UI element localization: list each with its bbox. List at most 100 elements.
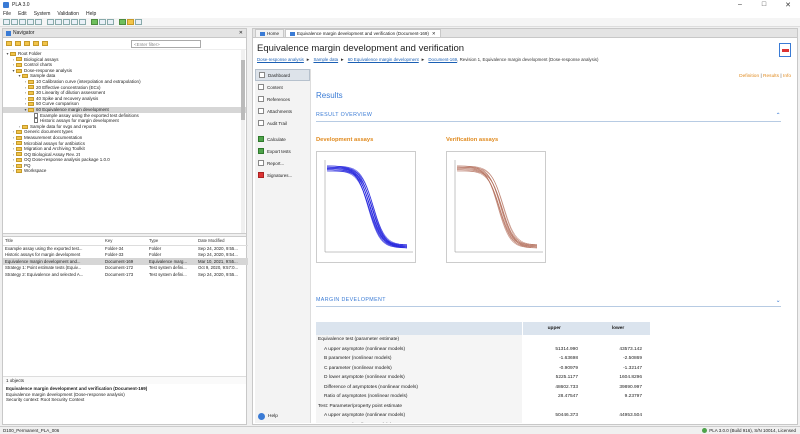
chevron-down-icon[interactable]: ▾ — [18, 73, 21, 79]
table-row[interactable]: Strategy 2: Equivalence and selected A..… — [3, 271, 248, 278]
minimize-button[interactable]: – — [738, 1, 742, 8]
chevron-down-icon[interactable]: ▾ — [12, 67, 15, 73]
sidebar-item-report[interactable]: Report... — [255, 157, 310, 169]
breadcrumb-link[interactable]: 60 Equivalence margin development — [347, 57, 419, 62]
column-header-type[interactable]: Type — [147, 237, 196, 246]
chevron-right-icon[interactable]: › — [12, 146, 15, 152]
tree-item[interactable]: Example assay using the exported test de… — [3, 113, 246, 119]
folder-new-icon[interactable] — [33, 41, 39, 46]
tree-item[interactable]: › Workspace — [3, 168, 246, 174]
chevron-up-icon[interactable]: ⌃ — [775, 113, 781, 119]
breadcrumb-link[interactable]: Sample data — [313, 57, 339, 62]
menu-file[interactable]: File — [3, 11, 12, 17]
tree-item[interactable]: Historic assays for margin development — [3, 118, 246, 124]
breadcrumb-link[interactable]: Document-169 — [428, 57, 458, 62]
report-icon[interactable] — [99, 19, 106, 25]
chevron-right-icon[interactable]: › — [24, 90, 27, 96]
column-header-date[interactable]: Date Modified — [196, 237, 248, 246]
chevron-right-icon[interactable]: › — [12, 157, 15, 163]
menu-validation[interactable]: Validation — [57, 11, 79, 17]
table-row[interactable]: Strategy 1: Point estimate tests (Equiv.… — [3, 265, 248, 272]
tree-item[interactable]: › 40 Spike and recovery analysis — [3, 96, 246, 102]
tree-item[interactable]: › 20 Effective concentration (ECx) — [3, 85, 246, 91]
delete-icon[interactable] — [63, 19, 70, 25]
menu-help[interactable]: Help — [85, 11, 97, 17]
tree-scrollbar[interactable] — [241, 50, 245, 233]
tab-home[interactable]: Home — [255, 29, 285, 37]
tree-item[interactable]: › Sample data for svgs and reports — [3, 124, 246, 130]
chevron-right-icon[interactable]: › — [12, 151, 15, 157]
maximize-button[interactable]: □ — [761, 1, 767, 8]
chevron-right-icon[interactable]: › — [12, 56, 15, 62]
copy-icon[interactable] — [27, 19, 34, 25]
help-button[interactable]: Help — [258, 413, 278, 420]
folder-up-icon[interactable] — [6, 41, 12, 46]
history-icon[interactable] — [79, 19, 86, 25]
tree-item[interactable]: ▾ Root Folder — [3, 51, 246, 57]
chevron-down-icon[interactable]: ▾ — [24, 106, 27, 112]
results-link[interactable]: Results — [763, 74, 780, 79]
refresh-icon[interactable] — [119, 19, 126, 25]
chevron-right-icon[interactable]: › — [12, 140, 15, 146]
table-row[interactable]: Historic assays for margin development Fo… — [3, 252, 248, 259]
column-header-key[interactable]: Key — [103, 237, 147, 246]
margin-development-section[interactable]: MARGIN DEVELOPMENT ⌄ — [316, 297, 781, 307]
folder-home-icon[interactable] — [42, 41, 48, 46]
cut-icon[interactable] — [55, 19, 62, 25]
menu-system[interactable]: System — [33, 11, 51, 17]
tree-item[interactable]: › PQ — [3, 163, 246, 169]
properties-icon[interactable] — [71, 19, 78, 25]
table-row[interactable]: Equivalence margin development and... Doc… — [3, 258, 248, 265]
chevron-right-icon[interactable]: › — [18, 123, 21, 129]
tree-item[interactable]: › Measurement documentation — [3, 135, 246, 141]
tree-item[interactable]: › Migration and Archiving Toolkit — [3, 146, 246, 152]
folder-back-icon[interactable] — [15, 41, 21, 46]
chevron-right-icon[interactable]: › — [12, 129, 15, 135]
open-icon[interactable] — [11, 19, 18, 25]
close-button[interactable]: ✕ — [785, 2, 791, 9]
sidebar-item-export-tests[interactable]: Export tests — [255, 145, 310, 157]
close-icon[interactable]: ✕ — [431, 30, 436, 36]
save-icon[interactable] — [19, 19, 26, 25]
print-icon[interactable] — [47, 19, 54, 25]
scrollbar-thumb[interactable] — [241, 60, 245, 120]
info-link[interactable]: Info — [782, 74, 791, 79]
navigator-tab[interactable]: Navigator ✕ — [3, 29, 246, 38]
close-icon[interactable]: ✕ — [238, 30, 243, 36]
tree-item[interactable]: ▾ Dose-response analysis — [3, 68, 246, 74]
panel-divider[interactable] — [3, 233, 246, 237]
tree-item[interactable]: › 30 Linearity of dilution assessment — [3, 90, 246, 96]
definition-link[interactable]: Definition — [739, 74, 760, 79]
tree-item[interactable]: › Control charts — [3, 62, 246, 68]
tree-item[interactable]: › OQ Dose-response analysis package 1.0.0 — [3, 157, 246, 163]
paste-icon[interactable] — [35, 19, 42, 25]
tree-item[interactable]: › Biological assays — [3, 57, 246, 63]
tree-item[interactable]: › Microbial assays for antibiotics — [3, 141, 246, 147]
new-icon[interactable] — [3, 19, 10, 25]
chevron-right-icon[interactable]: › — [12, 134, 15, 140]
sidebar-item-content[interactable]: Content — [255, 81, 310, 93]
sidebar-item-dashboard[interactable]: Dashboard — [255, 69, 310, 81]
sidebar-item-signatures[interactable]: Signatures... — [255, 169, 310, 181]
tree-item[interactable]: › 50 Curve comparison — [3, 101, 246, 107]
result-overview-section[interactable]: RESULT OVERVIEW ⌃ — [316, 112, 781, 122]
tree-item[interactable]: › OQ Biological Assay Rev. 2t — [3, 152, 246, 158]
sidebar-item-attachments[interactable]: Attachments — [255, 105, 310, 117]
chevron-right-icon[interactable]: › — [24, 84, 27, 90]
tab-document[interactable]: Equivalence margin development and verif… — [285, 29, 441, 37]
sidebar-item-calculate[interactable]: Calculate — [255, 133, 310, 145]
export-icon[interactable] — [107, 19, 114, 25]
chevron-down-icon[interactable]: ⌄ — [775, 298, 781, 304]
folder-forward-icon[interactable] — [24, 41, 30, 46]
breadcrumb-link[interactable]: Dose-response analysis — [257, 57, 304, 62]
folder-icon[interactable] — [127, 19, 134, 25]
tree-item[interactable]: › 10 Calibration curve (interpolation and… — [3, 79, 246, 85]
calculate-icon[interactable] — [91, 19, 98, 25]
chevron-right-icon[interactable]: › — [24, 101, 27, 107]
chevron-right-icon[interactable]: › — [12, 168, 15, 174]
tree-item[interactable]: ▾ 60 Equivalence margin development — [3, 106, 246, 113]
chevron-right-icon[interactable]: › — [24, 78, 27, 84]
menu-edit[interactable]: Edit — [18, 11, 27, 17]
tree-item[interactable]: › Generic document types — [3, 129, 246, 135]
window-icon[interactable] — [135, 19, 142, 25]
